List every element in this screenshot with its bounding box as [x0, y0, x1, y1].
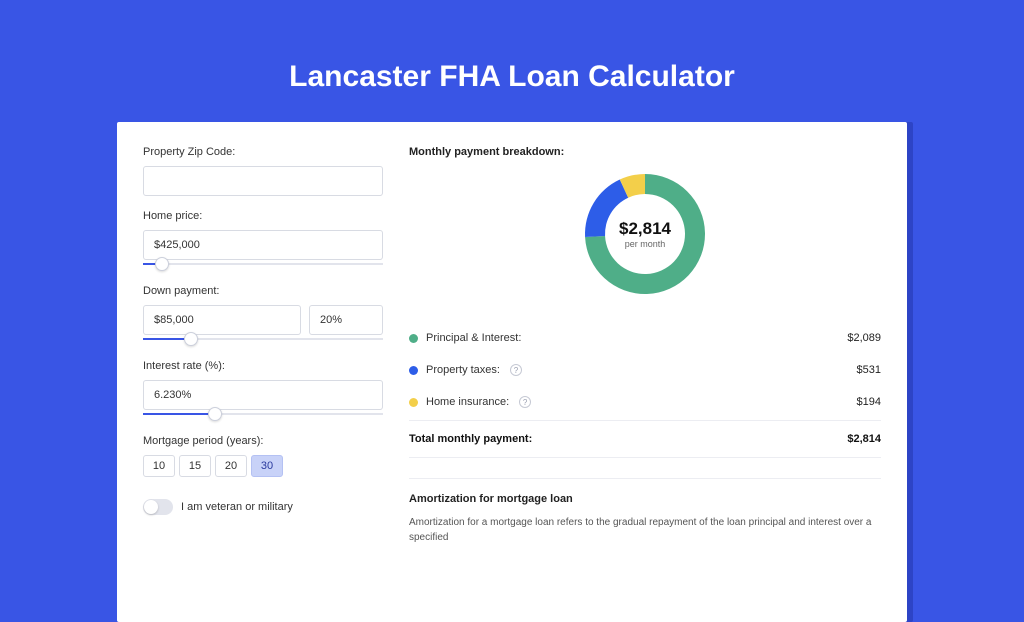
down-payment-label: Down payment:: [143, 285, 383, 297]
mortgage-period-buttons: 10152030: [143, 455, 383, 477]
mortgage-period-option[interactable]: 30: [251, 455, 283, 477]
down-payment-percent-input[interactable]: [309, 305, 383, 335]
zip-input[interactable]: [143, 166, 383, 196]
zip-field-group: Property Zip Code:: [143, 146, 383, 196]
amortization-text: Amortization for a mortgage loan refers …: [409, 515, 881, 545]
slider-thumb[interactable]: [155, 257, 169, 271]
donut-chart: $2,814 per month: [583, 172, 707, 296]
mortgage-period-option[interactable]: 20: [215, 455, 247, 477]
amortization-title: Amortization for mortgage loan: [409, 493, 881, 505]
mortgage-period-option[interactable]: 15: [179, 455, 211, 477]
info-icon[interactable]: ?: [519, 396, 531, 408]
donut-chart-wrap: $2,814 per month: [409, 172, 881, 296]
interest-rate-field-group: Interest rate (%):: [143, 360, 383, 421]
form-column: Property Zip Code: Home price: Down paym…: [143, 146, 383, 582]
breakdown-line-items: Principal & Interest: $2,089 Property taxe…: [409, 322, 881, 418]
breakdown-column: Monthly payment breakdown: $2,814 per mo…: [409, 146, 881, 582]
home-price-slider[interactable]: [143, 259, 383, 271]
down-payment-input[interactable]: [143, 305, 301, 335]
breakdown-title: Monthly payment breakdown:: [409, 146, 881, 158]
total-row: Total monthly payment: $2,814: [409, 420, 881, 458]
page-title: Lancaster FHA Loan Calculator: [0, 0, 1024, 122]
line-item-value: $531: [857, 364, 881, 376]
slider-thumb[interactable]: [208, 407, 222, 421]
zip-label: Property Zip Code:: [143, 146, 383, 158]
calculator-card: Property Zip Code: Home price: Down paym…: [117, 122, 907, 622]
line-item-value: $194: [857, 396, 881, 408]
line-item-value: $2,089: [847, 332, 881, 344]
donut-amount: $2,814: [619, 219, 671, 239]
interest-rate-input[interactable]: [143, 380, 383, 410]
legend-dot: [409, 334, 418, 343]
mortgage-period-label: Mortgage period (years):: [143, 435, 383, 447]
info-icon[interactable]: ?: [510, 364, 522, 376]
down-payment-slider[interactable]: [143, 334, 383, 346]
home-price-field-group: Home price:: [143, 210, 383, 271]
home-price-input[interactable]: [143, 230, 383, 260]
line-item-label: Principal & Interest:: [426, 332, 521, 344]
mortgage-period-field-group: Mortgage period (years): 10152030: [143, 435, 383, 477]
legend-dot: [409, 366, 418, 375]
mortgage-period-option[interactable]: 10: [143, 455, 175, 477]
interest-rate-slider[interactable]: [143, 409, 383, 421]
down-payment-field-group: Down payment:: [143, 285, 383, 346]
donut-center: $2,814 per month: [619, 219, 671, 249]
breakdown-line-item: Property taxes:? $531: [409, 354, 881, 386]
veteran-toggle[interactable]: [143, 499, 173, 515]
total-value: $2,814: [847, 433, 881, 445]
interest-rate-label: Interest rate (%):: [143, 360, 383, 372]
veteran-toggle-row: I am veteran or military: [143, 499, 383, 515]
line-item-label: Property taxes:: [426, 364, 500, 376]
donut-sub: per month: [619, 239, 671, 249]
total-label: Total monthly payment:: [409, 433, 532, 445]
legend-dot: [409, 398, 418, 407]
veteran-label: I am veteran or military: [181, 501, 293, 513]
slider-thumb[interactable]: [184, 332, 198, 346]
home-price-label: Home price:: [143, 210, 383, 222]
breakdown-line-item: Principal & Interest: $2,089: [409, 322, 881, 354]
line-item-label: Home insurance:: [426, 396, 509, 408]
breakdown-line-item: Home insurance:? $194: [409, 386, 881, 418]
